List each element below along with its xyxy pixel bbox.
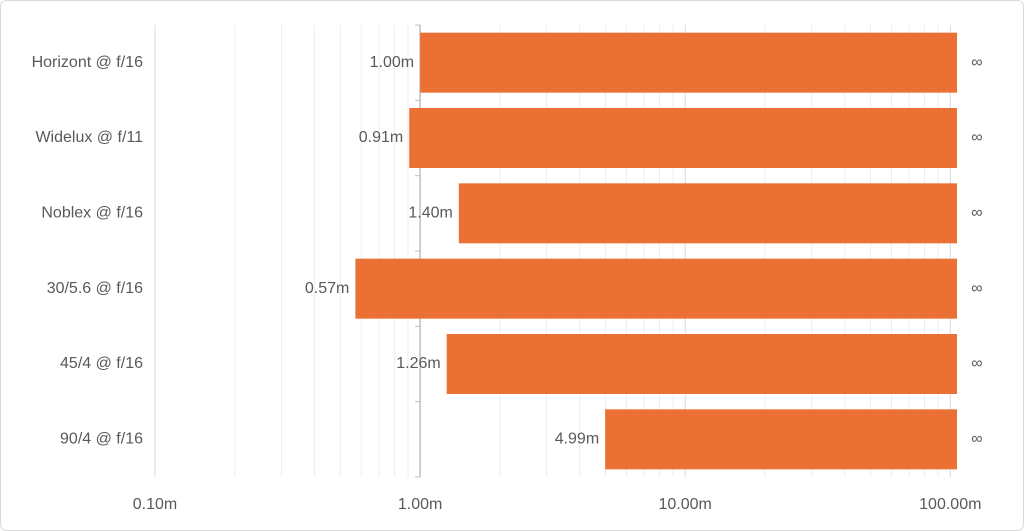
y-tick-label: Noblex @ f/16 bbox=[41, 205, 143, 222]
bar bbox=[605, 409, 957, 470]
bar bbox=[355, 258, 958, 319]
y-tick-label: 30/5.6 @ f/16 bbox=[47, 280, 143, 297]
x-tick-label: 1.00m bbox=[398, 496, 442, 513]
end-label: ∞ bbox=[971, 54, 982, 71]
x-tick-label: 10.00m bbox=[659, 496, 712, 513]
end-label: ∞ bbox=[971, 205, 982, 222]
end-label: ∞ bbox=[971, 355, 982, 372]
y-tick-label: 90/4 @ f/16 bbox=[60, 431, 143, 448]
end-label: ∞ bbox=[971, 129, 982, 146]
end-label: ∞ bbox=[971, 431, 982, 448]
value-label: 0.57m bbox=[305, 280, 349, 297]
x-tick-label: 0.10m bbox=[133, 496, 177, 513]
end-label: ∞ bbox=[971, 280, 982, 297]
bar bbox=[446, 334, 957, 394]
value-label: 0.91m bbox=[359, 129, 403, 146]
bar bbox=[420, 32, 957, 93]
bar bbox=[458, 183, 957, 244]
y-tick-label: Horizont @ f/16 bbox=[32, 54, 144, 71]
value-label: 1.40m bbox=[408, 205, 452, 222]
y-tick-label: 45/4 @ f/16 bbox=[60, 355, 143, 372]
y-tick-label: Widelux @ f/11 bbox=[35, 129, 143, 146]
x-tick-label: 100.00m bbox=[919, 496, 981, 513]
value-label: 4.99m bbox=[555, 431, 599, 448]
value-label: 1.00m bbox=[370, 54, 414, 71]
value-label: 1.26m bbox=[396, 355, 440, 372]
bar bbox=[409, 108, 958, 168]
